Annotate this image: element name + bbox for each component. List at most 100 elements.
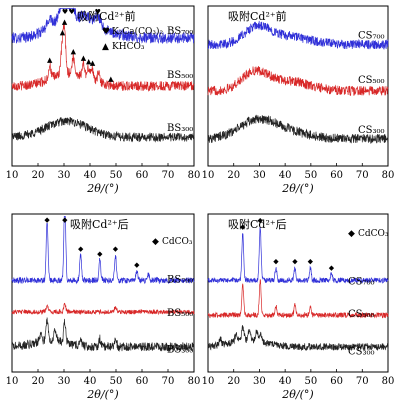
- plot-frame: [11, 213, 195, 373]
- series-line-3: [11, 117, 195, 143]
- panel-title: 吸附Cd²⁺前: [77, 9, 136, 23]
- x-tick-label: 10: [6, 376, 19, 387]
- x-tick-label: 50: [110, 376, 123, 387]
- series-label: BS₃₀₀: [167, 123, 193, 134]
- x-tick-label: 80: [382, 170, 395, 181]
- peak-marker: ◆: [113, 245, 119, 253]
- series-line-1: [11, 216, 195, 285]
- series-label: BS₃₀₀: [167, 345, 193, 356]
- x-tick-label: 40: [84, 170, 97, 181]
- plot-frame: [207, 213, 389, 373]
- legend-label: KHCO₃: [112, 42, 145, 52]
- peak-marker: ♥: [95, 8, 101, 16]
- series-label: CS₇₀₀: [358, 30, 385, 41]
- peak-marker: ◆: [134, 261, 140, 269]
- x-tick-label: 40: [84, 376, 97, 387]
- x-tick-label: 30: [58, 170, 71, 181]
- x-tick-label: 60: [136, 376, 149, 387]
- series-label: CS₃₀₀: [348, 347, 375, 358]
- legend-glyph: ◆: [152, 237, 159, 247]
- x-tick-label: 20: [32, 170, 45, 181]
- peak-marker: ◆: [240, 223, 246, 231]
- legend-glyph: ▲: [102, 42, 109, 52]
- series-label: BS₅₀₀: [167, 70, 193, 81]
- x-axis-label: 2θ/(°): [86, 388, 118, 401]
- x-tick-label: 10: [6, 170, 19, 181]
- series-label: CS₅₀₀: [348, 309, 375, 320]
- series-label: BS₅₀₀: [167, 308, 193, 319]
- x-tick-label: 50: [304, 170, 317, 181]
- x-tick-label: 40: [279, 376, 292, 387]
- peak-marker: ◆: [329, 264, 335, 272]
- series-label: CS₃₀₀: [358, 125, 385, 136]
- panel-title: 吸附Cd²⁺后: [70, 217, 129, 231]
- peak-marker: ◆: [44, 216, 50, 224]
- peak-marker: ▲: [47, 56, 53, 64]
- peak-marker: ◆: [78, 245, 84, 253]
- legend-glyph: ◆: [348, 229, 355, 239]
- x-tick-label: 30: [58, 376, 71, 387]
- x-tick-label: 10: [202, 376, 215, 387]
- x-tick-label: 70: [356, 376, 369, 387]
- peak-marker: ◆: [308, 258, 314, 266]
- series-line-1: [207, 20, 389, 50]
- peak-marker: ◆: [273, 258, 279, 266]
- series-line-3: [207, 114, 389, 144]
- series-label: CS₅₀₀: [358, 75, 385, 86]
- series-line-2: [207, 65, 389, 97]
- x-tick-label: 20: [32, 376, 45, 387]
- peak-marker: ▲: [81, 54, 87, 62]
- x-tick-label: 30: [253, 376, 266, 387]
- x-tick-label: 70: [162, 170, 175, 181]
- panel-2: CS₇₀₀ CS₅₀₀ CS₃₀₀ 10 20 30 40 50 60 70 80 2θ/(°) 吸附C…: [202, 5, 395, 195]
- x-tick-label: 60: [330, 170, 343, 181]
- x-tick-label: 50: [110, 170, 123, 181]
- series-line-2: [11, 21, 195, 92]
- x-tick-label: 70: [162, 376, 175, 387]
- series-line-2: [207, 279, 389, 319]
- series-line-1: [11, 7, 195, 44]
- peak-marker: ◆: [292, 258, 298, 266]
- x-tick-label: 80: [382, 376, 395, 387]
- legend-glyph: ♥: [102, 27, 110, 37]
- panel-3: BS₇₀₀ BS₅₀₀ BS₃₀₀ ◆ ◆ ◆ ◆ ◆ ◆ 10 20 30 40 50 60 70 80 2θ/…: [6, 213, 201, 401]
- panel-title: 吸附Cd²⁺前: [228, 9, 287, 23]
- panel-title: 吸附Cd²⁺后: [228, 217, 287, 231]
- peak-marker: ♥: [69, 8, 75, 16]
- x-axis-label: 2θ/(°): [281, 388, 313, 401]
- series-line-3: [207, 325, 389, 352]
- series-line-1: [207, 227, 389, 284]
- x-tick-label: 70: [356, 170, 369, 181]
- x-tick-label: 20: [227, 376, 240, 387]
- x-tick-label: 80: [188, 376, 201, 387]
- x-tick-label: 30: [253, 170, 266, 181]
- series-line-3: [11, 317, 195, 353]
- peak-marker: ◆: [258, 217, 264, 225]
- series-label: BS₇₀₀: [167, 274, 193, 285]
- peak-marker: ▲: [108, 75, 114, 83]
- x-axis-label: 2θ/(°): [86, 182, 118, 195]
- legend-label: CdCO₃: [358, 229, 389, 239]
- peak-marker: ▲: [86, 57, 92, 65]
- x-tick-label: 80: [188, 170, 201, 181]
- peak-marker: ▲: [60, 29, 66, 37]
- x-tick-label: 20: [227, 170, 240, 181]
- peak-marker: ◆: [62, 216, 68, 224]
- panel-4: CS₇₀₀ CS₅₀₀ CS₃₀₀ ◆ ◆ ◆ ◆ ◆ ◆ 10 20 30 40 50 60 70 80 2θ/…: [202, 213, 395, 401]
- x-tick-label: 60: [330, 376, 343, 387]
- series-line-2: [11, 302, 195, 316]
- legend-label: K₂Ca(CO₃)₂: [112, 26, 163, 37]
- plot-frame: [207, 5, 389, 167]
- legend-label: CdCO₃: [162, 237, 193, 247]
- peak-marker: ▲: [90, 59, 96, 67]
- peak-marker: ◆: [97, 250, 103, 258]
- x-tick-label: 50: [304, 376, 317, 387]
- x-tick-label: 10: [202, 170, 215, 181]
- plot-frame: [11, 5, 195, 167]
- peak-marker: ▲: [62, 18, 68, 26]
- series-label: BS₇₀₀: [167, 26, 193, 37]
- peak-marker: ♥: [62, 8, 68, 16]
- series-label: CS₇₀₀: [348, 276, 375, 287]
